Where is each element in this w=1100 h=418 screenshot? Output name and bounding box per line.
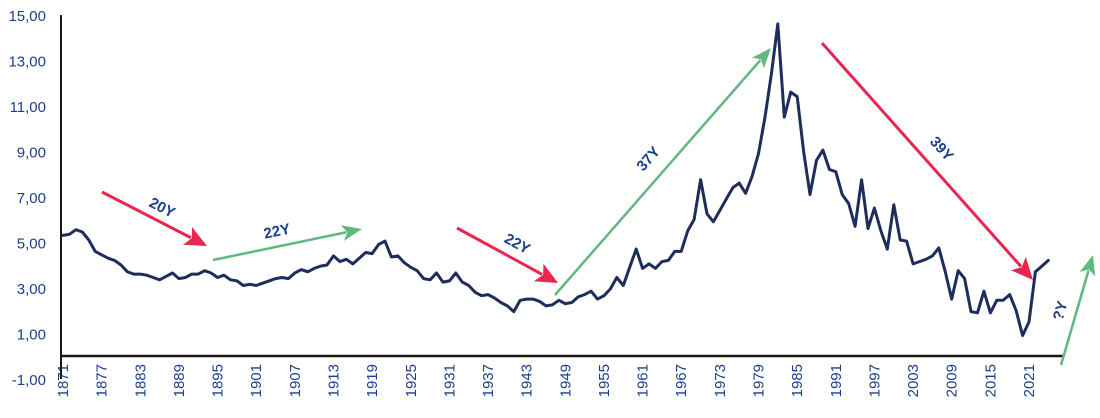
arrow-shaft	[820, 42, 1023, 268]
arrow-shaft	[212, 231, 347, 262]
x-tick-label: 1883	[132, 364, 149, 397]
x-tick-label: 1931	[441, 364, 458, 397]
x-tick-label: 2003	[905, 364, 922, 397]
up-trend-arrow: ?Y	[1050, 255, 1096, 366]
x-tick-label: 1901	[248, 364, 265, 397]
x-tick-label: 1961	[635, 364, 652, 397]
trend-duration-label: ?Y	[1050, 299, 1072, 322]
y-tick-label: 9,00	[17, 144, 46, 161]
trend-duration-label: 37Y	[633, 143, 663, 174]
x-tick-label: 1949	[557, 364, 574, 397]
arrow-head-icon	[1010, 256, 1033, 280]
x-tick-label: 1979	[751, 364, 768, 397]
x-tick-label: 1907	[287, 364, 304, 397]
x-tick-label: 1925	[403, 364, 420, 397]
x-tick-label: 1985	[789, 364, 806, 397]
trend-duration-label: 39Y	[926, 133, 956, 164]
trend-arrows: 20Y 22Y 22Y 37Y 39Y ?Y	[101, 42, 1096, 366]
y-tick-label: 13,00	[8, 53, 46, 70]
y-tick-label: 1,00	[17, 326, 46, 343]
x-tick-label: 1955	[596, 364, 613, 397]
x-tick-label: 1937	[480, 364, 497, 397]
y-tick-label: 15,00	[8, 8, 46, 25]
down-trend-arrow: 39Y	[820, 42, 1033, 280]
x-tick-label: 1967	[673, 364, 690, 397]
y-tick-label: 7,00	[17, 190, 46, 207]
x-tick-label: 1889	[171, 364, 188, 397]
y-tick-label: -1,00	[12, 372, 46, 389]
x-tick-label: 1997	[866, 364, 883, 397]
arrow-shaft	[101, 190, 192, 240]
up-trend-arrow: 22Y	[212, 221, 362, 262]
down-trend-arrow: 20Y	[101, 190, 207, 246]
x-tick-label: 1973	[712, 364, 729, 397]
up-trend-arrow: 37Y	[554, 48, 771, 296]
x-tick-label: 1919	[364, 364, 381, 397]
data-line	[61, 22, 1050, 337]
x-tick-label: 1895	[210, 364, 227, 397]
arrow-head-icon	[340, 225, 362, 241]
x-tick-label: 1991	[828, 364, 845, 397]
x-axis-tick-labels: 1871 1877 1883 1889 1895 1901 1907 1913 1919 1925…	[55, 364, 1038, 397]
y-tick-label: 5,00	[17, 235, 46, 252]
arrow-shaft	[554, 59, 762, 296]
arrow-shaft	[456, 226, 543, 276]
y-tick-label: 11,00	[10, 99, 46, 116]
x-tick-label: 2015	[982, 364, 999, 397]
y-tick-label: 3,00	[17, 281, 46, 298]
arrow-head-icon	[533, 263, 558, 283]
down-trend-arrow: 22Y	[456, 226, 558, 283]
x-tick-label: 2021	[1021, 364, 1038, 397]
arrow-shaft	[1059, 270, 1090, 366]
x-tick-label: 1871	[55, 364, 72, 397]
arrow-head-icon	[751, 48, 771, 69]
arrow-head-icon	[182, 227, 207, 246]
x-tick-label: 1913	[325, 364, 342, 397]
trend-duration-label: 22Y	[262, 221, 292, 243]
x-tick-label: 1877	[94, 364, 111, 397]
x-tick-label: 1943	[519, 364, 536, 397]
arrow-head-icon	[1079, 255, 1096, 277]
x-tick-label: 2009	[944, 364, 961, 397]
y-axis-tick-labels: 15,00 13,00 11,00 9,00 7,00 5,00 3,00 1,00 -1,00	[8, 8, 46, 389]
